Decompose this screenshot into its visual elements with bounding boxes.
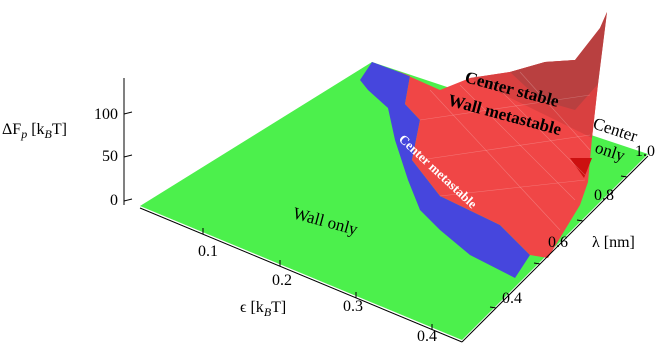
y-tick-1.0 [620,175,628,178]
peak-surface-dark [510,12,607,110]
y-tick-label-0.6: 0.6 [548,234,568,251]
z-axis-title: ΔFp [kBT] [2,121,67,141]
y-tick-label-0.8: 0.8 [594,187,614,204]
y-tick-label-0.4: 0.4 [502,290,522,307]
y-tick-label-1.0: 1.0 [635,143,655,160]
x-tick-label-0.3: 0.3 [343,298,363,315]
z-tick-label-50: 50 [102,148,118,165]
peak-cone [570,158,592,178]
y-axis-title: λ [nm] [592,234,635,251]
y-tick-0.4 [489,306,497,309]
z-tick-label-100: 100 [94,106,118,123]
y-tick-0.6 [533,262,541,265]
x-axis-line [139,207,463,343]
z-tick-0 [123,198,133,202]
z-tick-50 [123,154,133,158]
z-tick-label-0: 0 [110,192,118,209]
y-tick-0.8 [576,219,584,222]
y-axis-line [461,155,649,343]
x-tick-label-0.1: 0.1 [198,243,218,260]
z-tick-100 [123,111,133,115]
mesh-lines [419,71,591,231]
center-metastable-surface [360,62,530,278]
x-tick-label-0.2: 0.2 [272,272,292,289]
x-axis-title: ϵ [kBT] [240,299,286,319]
x-tick-label-0.4: 0.4 [417,328,437,345]
